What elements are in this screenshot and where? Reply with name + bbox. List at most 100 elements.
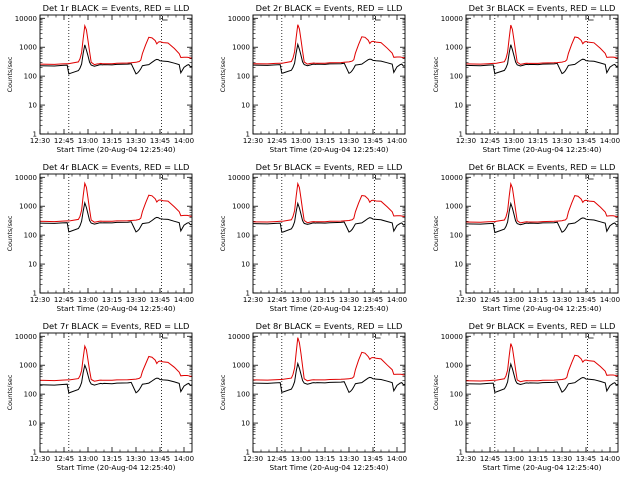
x-axis-label: Start Time (20-Aug-04 12:25:40)	[269, 304, 388, 313]
y-axis-label: Counts/sec	[219, 215, 227, 251]
x-axis-label: Start Time (20-Aug-04 12:25:40)	[482, 145, 601, 154]
events-series-line	[252, 361, 406, 394]
x-tick-label: 12:30	[243, 137, 263, 145]
top-marker	[375, 16, 381, 21]
events-series-line	[465, 201, 619, 234]
y-axis-label: Counts/sec	[6, 374, 14, 410]
x-tick-label: 13:30	[126, 137, 146, 145]
chart-title: Det 3r BLACK = Events, RED = LLD	[469, 3, 616, 13]
x-tick-label: 13:30	[126, 296, 146, 304]
x-tick-label: 13:30	[552, 296, 572, 304]
x-axis-label: Start Time (20-Aug-04 12:25:40)	[269, 145, 388, 154]
x-tick-label: 13:45	[150, 296, 170, 304]
x-axis-label: Start Time (20-Aug-04 12:25:40)	[482, 463, 601, 472]
x-tick-label: 14:00	[600, 296, 620, 304]
x-tick-label: 13:45	[150, 455, 170, 463]
x-tick-label: 13:00	[78, 137, 98, 145]
y-tick-label: 100	[450, 73, 463, 81]
x-tick-label: 13:30	[339, 296, 359, 304]
chart-panel: Det 3r BLACK = Events, RED = LLD Counts/s…	[432, 3, 620, 154]
x-axis-label: Start Time (20-Aug-04 12:25:40)	[56, 145, 175, 154]
y-tick-label: 10	[28, 261, 37, 269]
y-tick-label: 1	[246, 131, 250, 139]
x-tick-label: 13:30	[339, 455, 359, 463]
plot-frame	[465, 332, 619, 453]
y-tick-label: 1	[246, 449, 250, 457]
chart-panel: Det 5r BLACK = Events, RED = LLD Counts/s…	[219, 162, 407, 313]
x-tick-label: 14:00	[387, 296, 407, 304]
chart-panel: Det 8r BLACK = Events, RED = LLD Counts/s…	[219, 321, 407, 472]
chart-panel: Det 2r BLACK = Events, RED = LLD Counts/s…	[219, 3, 407, 154]
x-axis-label: Start Time (20-Aug-04 12:25:40)	[482, 304, 601, 313]
x-tick-label: 13:00	[78, 296, 98, 304]
y-tick-label: 10000	[15, 15, 37, 23]
y-tick-label: 100	[450, 232, 463, 240]
x-tick-label: 12:30	[30, 296, 50, 304]
plot-frame	[465, 173, 619, 294]
y-tick-label: 1000	[232, 362, 250, 370]
x-tick-label: 13:30	[126, 455, 146, 463]
x-tick-label: 13:30	[552, 137, 572, 145]
plot-frame	[39, 14, 193, 135]
x-tick-label: 13:15	[102, 455, 122, 463]
x-tick-label: 13:45	[576, 455, 596, 463]
x-tick-label: 12:45	[267, 137, 287, 145]
x-tick-label: 13:45	[363, 137, 383, 145]
x-tick-label: 13:00	[504, 296, 524, 304]
y-tick-label: 10	[241, 420, 250, 428]
y-tick-label: 10000	[228, 174, 250, 182]
chart-title: Det 5r BLACK = Events, RED = LLD	[256, 162, 403, 172]
lld-series-line	[39, 181, 193, 223]
plot-frame	[39, 173, 193, 294]
y-tick-label: 100	[237, 232, 250, 240]
y-tick-label: 10	[454, 102, 463, 110]
plot-frame	[465, 14, 619, 135]
x-axis-label: Start Time (20-Aug-04 12:25:40)	[269, 463, 388, 472]
y-tick-label: 100	[24, 232, 37, 240]
chart-title: Det 1r BLACK = Events, RED = LLD	[43, 3, 190, 13]
y-axis-label: Counts/sec	[432, 374, 440, 410]
x-tick-label: 12:30	[243, 296, 263, 304]
top-marker	[375, 334, 381, 339]
y-axis-label: Counts/sec	[432, 215, 440, 251]
y-tick-label: 1000	[232, 203, 250, 211]
y-tick-label: 10	[28, 102, 37, 110]
x-tick-label: 12:45	[54, 296, 74, 304]
y-tick-label: 100	[237, 391, 250, 399]
y-tick-label: 10	[241, 102, 250, 110]
x-tick-label: 12:30	[30, 137, 50, 145]
x-tick-label: 14:00	[174, 296, 194, 304]
x-tick-label: 12:45	[54, 137, 74, 145]
top-marker	[588, 16, 594, 21]
events-series-line	[39, 44, 193, 75]
y-tick-label: 10000	[15, 174, 37, 182]
y-axis-label: Counts/sec	[6, 215, 14, 251]
chart-title: Det 4r BLACK = Events, RED = LLD	[43, 162, 190, 172]
x-tick-label: 14:00	[387, 137, 407, 145]
x-tick-label: 14:00	[174, 455, 194, 463]
chart-panel: Det 4r BLACK = Events, RED = LLD Counts/s…	[6, 162, 194, 313]
chart-panel: Det 7r BLACK = Events, RED = LLD Counts/s…	[6, 321, 194, 472]
y-tick-label: 1	[33, 449, 37, 457]
lld-series-line	[252, 337, 406, 382]
x-tick-label: 12:45	[480, 455, 500, 463]
x-tick-label: 12:30	[456, 296, 476, 304]
plot-frame	[39, 332, 193, 453]
y-tick-label: 10000	[441, 174, 463, 182]
top-marker	[162, 16, 168, 21]
y-tick-label: 10000	[228, 15, 250, 23]
x-axis-label: Start Time (20-Aug-04 12:25:40)	[56, 463, 175, 472]
x-tick-label: 13:00	[504, 137, 524, 145]
lld-series-line	[252, 24, 406, 65]
x-tick-label: 13:15	[528, 455, 548, 463]
y-tick-label: 1000	[445, 44, 463, 52]
x-tick-label: 12:30	[456, 137, 476, 145]
x-tick-label: 12:30	[30, 455, 50, 463]
x-tick-label: 13:30	[339, 137, 359, 145]
x-tick-label: 12:45	[480, 296, 500, 304]
plot-frame	[252, 14, 406, 135]
lld-series-line	[39, 344, 193, 382]
x-tick-label: 13:45	[150, 137, 170, 145]
x-tick-label: 13:00	[504, 455, 524, 463]
events-series-line	[39, 200, 193, 233]
